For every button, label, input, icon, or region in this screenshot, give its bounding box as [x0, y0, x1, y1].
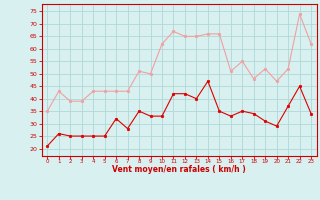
- X-axis label: Vent moyen/en rafales ( km/h ): Vent moyen/en rafales ( km/h ): [112, 165, 246, 174]
